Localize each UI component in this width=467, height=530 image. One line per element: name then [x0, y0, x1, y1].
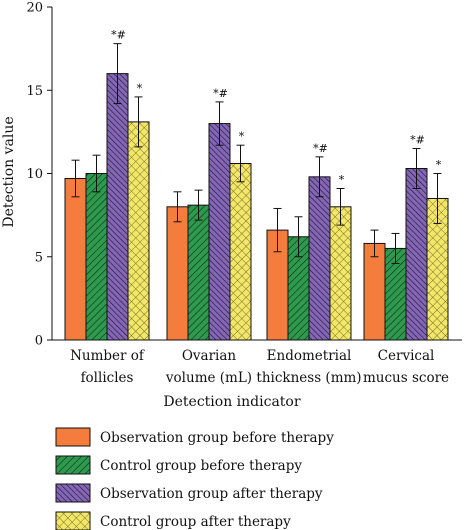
x-tick-label: mucus score — [363, 370, 449, 386]
legend-item: Observation group after therapy — [55, 483, 323, 503]
significance-label: * — [339, 173, 345, 186]
legend-label: Observation group before therapy — [100, 430, 334, 446]
bar — [85, 173, 108, 341]
legend-swatch — [55, 511, 91, 530]
legend-label: Control group before therapy — [100, 458, 302, 474]
error-bar — [194, 189, 203, 221]
legend-item: Control group before therapy — [55, 455, 302, 475]
legend-label: Observation group after therapy — [100, 486, 323, 502]
x-tick-label: thickness (mm) — [256, 370, 361, 386]
x-tick-label: follicles — [81, 370, 134, 386]
bar — [127, 121, 150, 341]
x-tick-label: Ovarian — [182, 348, 237, 364]
legend-swatch — [55, 483, 91, 503]
bar — [166, 206, 189, 341]
y-tick-label: 0 — [35, 334, 43, 349]
error-bar — [370, 229, 379, 258]
legend-swatch — [55, 455, 91, 475]
error-bar — [412, 148, 421, 189]
significance-label: *# — [313, 142, 328, 155]
bar — [208, 123, 231, 341]
significance-label: *# — [111, 29, 126, 42]
bar — [329, 206, 352, 341]
bar — [187, 204, 210, 341]
legend-item: Control group after therapy — [55, 511, 291, 530]
legend: Observation group before therapy Control … — [55, 427, 334, 530]
legend-item: Observation group before therapy — [55, 427, 334, 447]
error-bar — [134, 96, 143, 148]
error-bar — [215, 101, 224, 146]
y-axis-label: Detection value — [1, 116, 17, 227]
y-tick-label: 15 — [26, 84, 43, 99]
x-tick-labels: Number of follicles Ovarian volume (mL) Endo… — [70, 348, 449, 386]
x-tick-label: Cervical — [378, 348, 435, 364]
error-bar — [433, 173, 442, 224]
significance-annotations: *# * *# * *# * *# * — [111, 29, 442, 187]
significance-label: * — [137, 82, 143, 95]
bar — [106, 73, 129, 341]
error-bar — [315, 156, 324, 198]
bars — [64, 73, 449, 341]
bar — [64, 177, 87, 341]
x-tick-label: Endometrial — [267, 348, 352, 364]
bar — [363, 242, 386, 341]
y-tick-label: 5 — [35, 250, 43, 265]
error-bar — [236, 144, 245, 183]
y-tick-label: 10 — [26, 167, 43, 182]
bar — [308, 176, 331, 341]
error-bar — [113, 43, 122, 105]
x-axis-label: Detection indicator — [163, 394, 300, 410]
error-bar — [71, 159, 80, 198]
error-bar — [294, 216, 303, 258]
significance-label: *# — [213, 87, 228, 100]
error-bar — [391, 232, 400, 264]
significance-label: * — [239, 130, 245, 143]
legend-label: Control group after therapy — [100, 514, 291, 530]
error-bars — [71, 43, 442, 264]
x-tick-label: Number of — [70, 348, 145, 364]
bar — [229, 163, 252, 341]
x-tick-label: volume (mL) — [165, 370, 252, 386]
bar — [405, 168, 428, 341]
legend-swatch — [55, 427, 91, 447]
error-bar — [92, 154, 101, 193]
significance-label: *# — [410, 134, 425, 147]
error-bar — [273, 207, 282, 253]
y-tick-label: 20 — [26, 1, 43, 16]
significance-label: * — [436, 159, 442, 172]
error-bar — [173, 191, 182, 223]
error-bar — [336, 187, 345, 226]
